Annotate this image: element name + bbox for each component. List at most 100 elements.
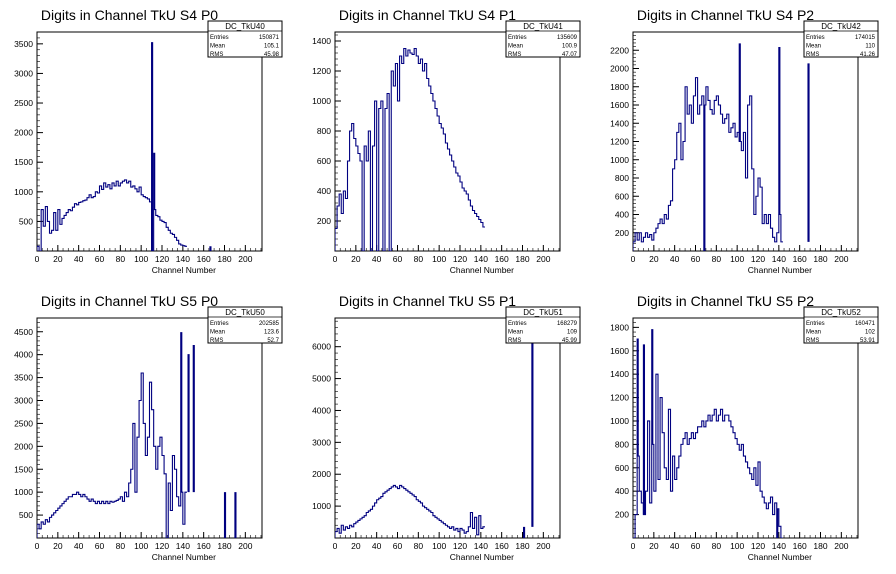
histogram-spike	[234, 492, 237, 538]
x-tick-label: 160	[793, 254, 807, 264]
stats-value: 45.98	[264, 52, 280, 58]
stats-value: 41.26	[860, 52, 876, 58]
x-tick-label: 20	[351, 541, 361, 551]
x-tick-label: 200	[536, 254, 550, 264]
x-tick-label: 120	[155, 541, 169, 551]
y-tick-label: 1600	[610, 346, 629, 356]
x-tick-label: 80	[414, 541, 424, 551]
x-tick-label: 40	[670, 541, 680, 551]
x-tick-label: 120	[453, 541, 467, 551]
histogram-panel: Digits in Channel TkU S5 P05001000150020…	[14, 293, 283, 562]
stats-value: 202585	[259, 321, 280, 327]
x-tick-label: 120	[453, 254, 467, 264]
x-tick-label: 80	[414, 254, 424, 264]
histogram-spike	[807, 63, 810, 242]
y-tick-label: 1400	[610, 118, 629, 128]
stats-value: 102	[865, 330, 876, 336]
y-tick-label: 1000	[610, 416, 629, 426]
y-tick-label: 600	[615, 463, 629, 473]
x-tick-label: 120	[751, 254, 765, 264]
x-axis-label: Channel Number	[152, 552, 216, 562]
x-tick-label: 100	[432, 254, 446, 264]
x-tick-label: 200	[834, 254, 848, 264]
chart-title: Digits in Channel TkU S4 P0	[41, 7, 218, 23]
stats-name: DC_TkU40	[225, 22, 265, 31]
histogram-line	[335, 484, 485, 538]
y-tick-label: 200	[615, 510, 629, 520]
x-tick-label: 180	[515, 541, 529, 551]
histogram-line	[633, 373, 783, 538]
histogram-spike	[151, 42, 154, 251]
stats-label: Entries	[508, 321, 527, 327]
plot-frame	[36, 31, 263, 252]
x-tick-label: 80	[116, 254, 126, 264]
stats-label: Entries	[210, 35, 229, 41]
x-tick-label: 100	[432, 541, 446, 551]
histogram-spike	[153, 152, 156, 210]
x-tick-label: 60	[393, 254, 403, 264]
y-tick-label: 1200	[610, 393, 629, 403]
histogram-panel: Digits in Channel TkU S4 P12004006008001…	[312, 7, 581, 275]
histogram-spike	[192, 344, 195, 493]
y-tick-label: 2000	[14, 128, 33, 138]
histogram-spike	[703, 105, 706, 251]
stats-label: Mean	[210, 44, 225, 50]
stats-value: 100.9	[562, 44, 578, 50]
chart-title: Digits in Channel TkU S5 P1	[339, 293, 516, 309]
stats-box-frame	[207, 306, 283, 344]
stats-value: 47.07	[562, 52, 578, 58]
y-tick-label: 400	[615, 210, 629, 220]
y-tick-label: 1500	[14, 464, 33, 474]
histogram-panel: Digits in Channel TkU S4 P22004006008001…	[610, 7, 879, 275]
histogram-spike	[209, 246, 212, 251]
histogram-panel: Digits in Channel TkU S5 P11000200030004…	[312, 293, 581, 562]
x-tick-label: 100	[134, 254, 148, 264]
stats-name: DC_TkU42	[821, 22, 861, 31]
histogram-spike	[776, 508, 779, 538]
stats-value: 53.91	[860, 338, 876, 344]
x-tick-label: 160	[197, 254, 211, 264]
x-axis-label: Channel Number	[748, 552, 812, 562]
y-tick-label: 3000	[312, 437, 331, 447]
y-tick-label: 800	[615, 439, 629, 449]
y-tick-label: 1400	[610, 369, 629, 379]
stats-value: 135609	[557, 35, 578, 41]
stats-name: DC_TkU50	[225, 308, 265, 317]
histogram-spike	[778, 46, 781, 215]
y-tick-label: 600	[317, 156, 331, 166]
x-axis-label: Channel Number	[152, 265, 216, 275]
y-tick-label: 2000	[610, 64, 629, 74]
histogram-spike	[642, 344, 646, 515]
x-tick-label: 100	[730, 254, 744, 264]
x-tick-label: 40	[372, 541, 382, 551]
stats-box-frame	[505, 306, 581, 344]
x-tick-label: 100	[134, 541, 148, 551]
stats-box: DC_TkU41 Entries 135609 Mean 100.9 RMS 47.07	[505, 20, 581, 58]
x-axis-label: Channel Number	[450, 265, 514, 275]
y-tick-label: 600	[615, 191, 629, 201]
stats-label: RMS	[806, 52, 819, 58]
histogram-line	[37, 372, 187, 538]
y-tick-label: 2500	[14, 418, 33, 428]
x-tick-label: 0	[631, 254, 636, 264]
x-tick-label: 60	[691, 541, 701, 551]
x-tick-label: 40	[372, 254, 382, 264]
stats-name: DC_TkU41	[523, 22, 563, 31]
chart-title: Digits in Channel TkU S4 P1	[339, 7, 516, 23]
stats-box-frame	[803, 306, 879, 344]
stats-label: Mean	[508, 330, 523, 336]
stats-box: DC_TkU52 Entries 160471 Mean 102 RMS 53.91	[803, 306, 879, 344]
x-tick-label: 40	[74, 541, 84, 551]
y-tick-label: 1000	[14, 487, 33, 497]
chart-title: Digits in Channel TkU S5 P2	[637, 293, 814, 309]
y-tick-label: 3000	[14, 68, 33, 78]
x-tick-label: 20	[53, 254, 63, 264]
x-tick-label: 120	[751, 541, 765, 551]
histogram-panel: Digits in Channel TkU S5 P22004006008001…	[610, 293, 879, 562]
chart-title: Digits in Channel TkU S5 P0	[41, 293, 218, 309]
x-tick-label: 180	[217, 541, 231, 551]
x-tick-label: 0	[333, 254, 338, 264]
x-tick-label: 120	[155, 254, 169, 264]
stats-label: Mean	[210, 330, 225, 336]
